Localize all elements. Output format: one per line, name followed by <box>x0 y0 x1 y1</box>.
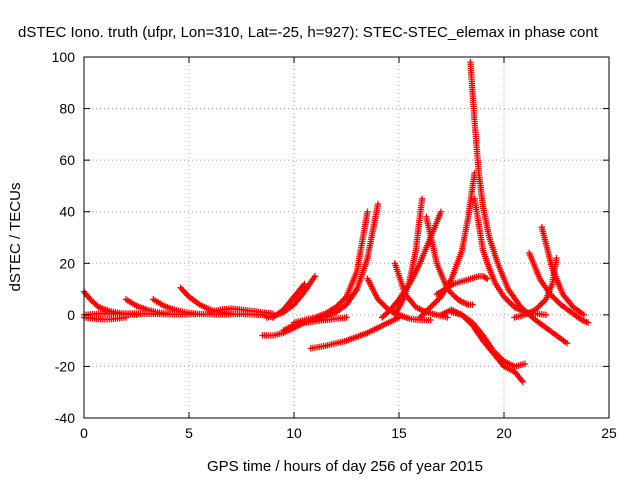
data-point <box>503 296 511 303</box>
data-series <box>80 314 130 323</box>
data-markers <box>80 58 592 386</box>
data-point <box>469 301 476 308</box>
data-point <box>430 300 437 308</box>
data-point <box>482 274 489 282</box>
data-point <box>505 298 512 305</box>
data-point <box>164 310 172 317</box>
data-point <box>311 272 319 280</box>
y-tick-label: 40 <box>59 204 75 220</box>
data-point <box>584 319 592 326</box>
y-tick-label: 60 <box>59 152 75 168</box>
y-axis-label: dSTEC / TECUs <box>7 183 24 292</box>
data-point <box>550 293 557 301</box>
data-series <box>122 296 172 317</box>
plot-frame <box>83 56 610 419</box>
data-point <box>521 360 529 368</box>
data-point <box>433 298 440 305</box>
data-point <box>343 314 350 321</box>
data-point <box>192 310 199 317</box>
x-tick-label: 10 <box>286 425 302 441</box>
data-series <box>448 309 529 370</box>
y-tick-label: 80 <box>59 101 75 117</box>
x-tick-label: 5 <box>185 425 193 441</box>
data-point <box>374 200 382 208</box>
grid-lines <box>84 57 609 418</box>
data-point <box>122 314 130 321</box>
y-tick-label: 0 <box>67 307 75 323</box>
axis-ticks: 0 5 10 15 20 25 -40 -20 0 20 40 60 80 100 <box>52 49 617 441</box>
data-point <box>554 298 561 305</box>
data-series <box>150 296 199 317</box>
data-point <box>450 291 457 299</box>
y-tick-label: -20 <box>55 358 75 374</box>
data-point <box>451 293 458 300</box>
data-point <box>418 195 426 203</box>
data-point <box>542 311 550 319</box>
data-point <box>536 302 544 309</box>
data-point <box>535 303 542 310</box>
data-series <box>471 195 550 319</box>
data-series <box>467 58 571 347</box>
data-point <box>538 300 545 308</box>
data-point <box>539 299 547 306</box>
data-point <box>553 296 560 304</box>
data-series <box>437 306 527 386</box>
data-series <box>526 249 592 326</box>
data-point <box>484 275 491 282</box>
y-tick-label: 20 <box>59 255 75 271</box>
data-point <box>444 314 451 321</box>
data-point <box>427 316 434 324</box>
x-tick-label: 0 <box>80 425 88 441</box>
data-point <box>434 296 442 303</box>
chart-title: dSTEC Iono. truth (ufpr, Lon=310, Lat=-2… <box>18 24 599 41</box>
data-series <box>391 260 451 321</box>
data-point <box>431 299 439 306</box>
data-point <box>377 299 385 306</box>
y-tick-label: 100 <box>52 49 76 65</box>
y-tick-label: -40 <box>55 410 75 426</box>
data-point <box>563 340 571 347</box>
data-series <box>290 208 371 326</box>
data-point <box>380 302 388 309</box>
data-point <box>382 303 389 310</box>
data-point <box>508 300 515 308</box>
data-series <box>511 254 560 321</box>
data-point <box>580 311 587 319</box>
x-tick-label: 15 <box>391 425 407 441</box>
data-point <box>133 311 140 319</box>
data-point <box>551 295 558 302</box>
data-series <box>301 200 382 326</box>
data-series <box>269 280 308 321</box>
data-point <box>427 303 434 311</box>
data-series <box>433 272 491 298</box>
x-axis-label: GPS time / hours of day 256 of year 2015 <box>207 458 483 475</box>
data-point <box>301 280 308 288</box>
data-point <box>364 208 371 215</box>
data-series <box>80 288 140 319</box>
data-point <box>553 254 560 262</box>
data-point <box>506 299 514 306</box>
data-series <box>538 223 587 319</box>
data-series <box>364 275 434 324</box>
data-point <box>340 296 347 303</box>
data-point <box>519 378 527 386</box>
x-tick-label: 20 <box>496 425 512 441</box>
data-point <box>437 208 445 215</box>
x-tick-label: 25 <box>601 425 617 441</box>
data-point <box>448 290 455 297</box>
data-point <box>428 302 436 309</box>
data-point <box>379 300 386 308</box>
data-point <box>518 377 525 384</box>
